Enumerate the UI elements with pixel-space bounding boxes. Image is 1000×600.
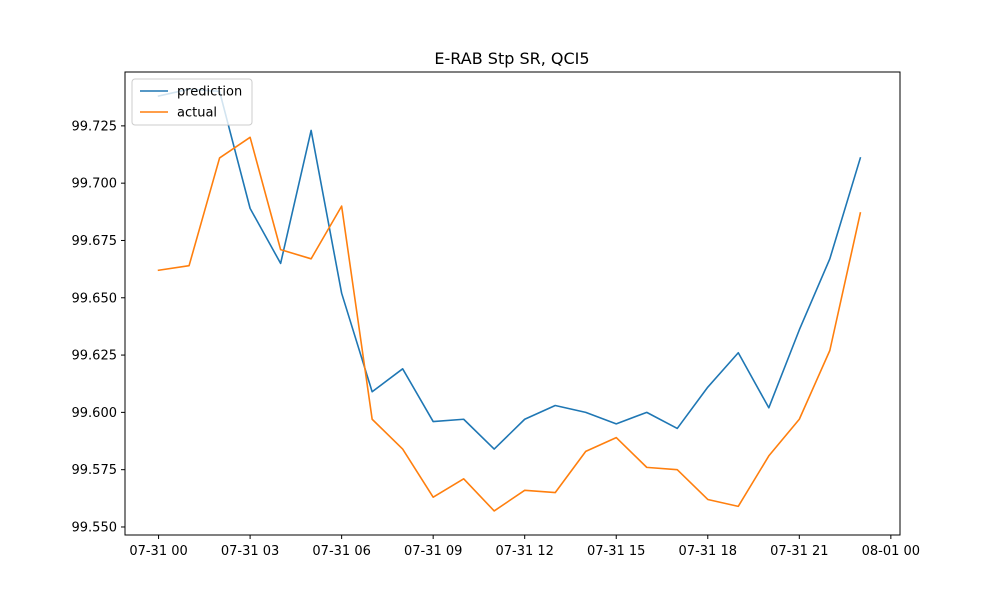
x-tick-label: 07-31 12 (495, 544, 553, 559)
y-tick-label: 99.650 (72, 291, 118, 306)
legend-label-actual: actual (177, 106, 217, 121)
legend: prediction actual (131, 78, 253, 126)
legend-label-prediction: prediction (177, 85, 242, 100)
y-tick-label: 99.600 (72, 406, 118, 421)
y-tick-label: 99.550 (72, 520, 118, 535)
x-tick-label: 08-01 00 (862, 544, 920, 559)
x-tick-label: 07-31 09 (404, 544, 462, 559)
y-tick-label: 99.625 (72, 349, 118, 364)
axes-frame (124, 71, 901, 536)
x-tick-label: 07-31 15 (587, 544, 645, 559)
plot-area (157, 88, 862, 512)
x-tick-label: 07-31 06 (312, 544, 370, 559)
y-tick-label: 99.575 (72, 463, 118, 478)
series-line-prediction (157, 88, 862, 450)
axes: 99.550 99.575 99.600 99.625 99.650 99.675 99.7… (72, 71, 920, 559)
chart-title: E-RAB Stp SR, QCI5 (434, 49, 589, 68)
y-tick-label: 99.725 (72, 119, 118, 134)
x-tick-label: 07-31 00 (129, 544, 187, 559)
x-tick-label: 07-31 21 (770, 544, 828, 559)
x-tick-label: 07-31 03 (221, 544, 279, 559)
x-tick-label: 07-31 18 (679, 544, 737, 559)
series-line-actual (157, 136, 862, 512)
y-tick-label: 99.675 (72, 234, 118, 249)
y-tick-label: 99.700 (72, 177, 118, 192)
